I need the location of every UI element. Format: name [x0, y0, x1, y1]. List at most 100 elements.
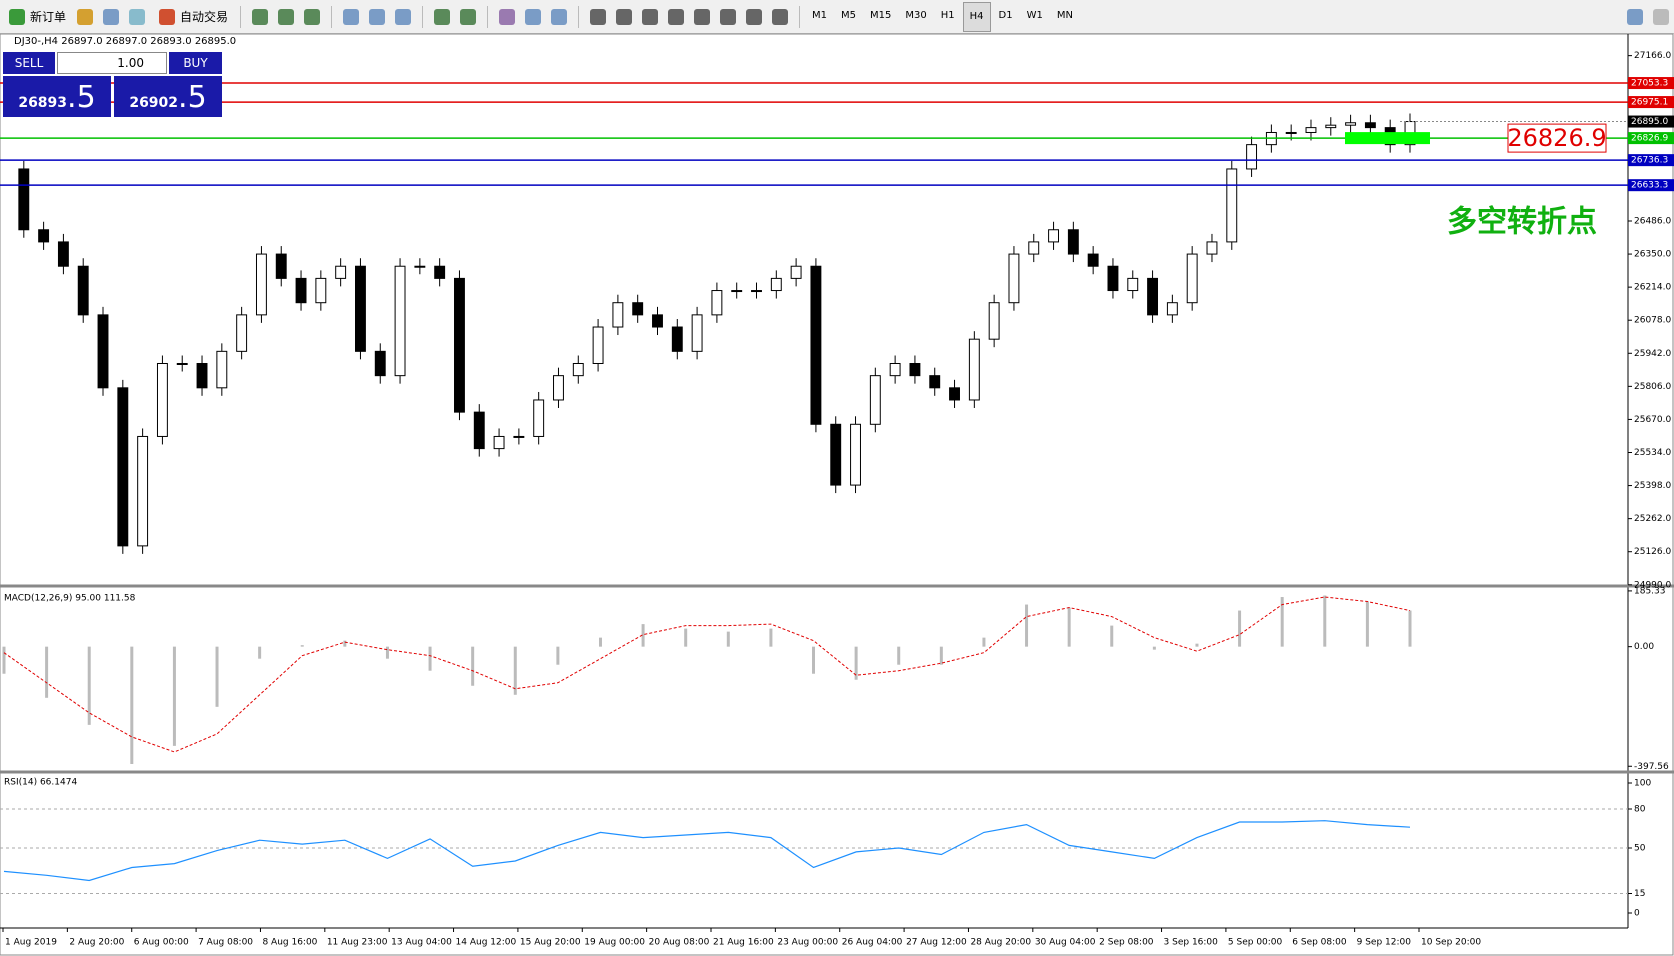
icon[interactable] [460, 8, 477, 25]
candle-body [1246, 144, 1258, 170]
x-tick-label: 20 Aug 08:00 [649, 938, 710, 948]
candle-body [1226, 168, 1238, 243]
candle-body [850, 423, 861, 486]
x-tick-label: 21 Aug 16:00 [713, 938, 774, 948]
candle-body [731, 290, 743, 293]
period-button[interactable]: M1 [812, 10, 828, 21]
buy-price[interactable]: 26902.5 [114, 76, 222, 117]
icon[interactable] [369, 8, 386, 25]
trade-panel: SELL 1.00 BUY 26893.5 26902.5 [3, 52, 222, 117]
candle-body [38, 229, 50, 243]
period-button[interactable]: D1 [998, 10, 1013, 21]
icon[interactable] [551, 8, 568, 25]
icon[interactable] [252, 8, 269, 25]
new-order-button[interactable]: 新订单 [0, 5, 70, 29]
candle-body [355, 265, 366, 352]
icon[interactable] [499, 8, 516, 25]
candle-body [790, 265, 802, 279]
icon[interactable] [343, 8, 360, 25]
separator [578, 5, 580, 28]
icon[interactable] [278, 8, 295, 25]
candle-body [632, 302, 644, 316]
candle-body [137, 435, 149, 547]
y-tick-label: 26486.0 [1634, 216, 1671, 226]
icon[interactable] [642, 8, 659, 25]
candle-body [909, 362, 921, 377]
candle-body [869, 375, 881, 425]
icon[interactable] [77, 8, 94, 25]
icon[interactable] [434, 8, 451, 25]
y-tick-label: 25942.0 [1634, 349, 1671, 359]
candle-body [652, 314, 663, 328]
candle-body [176, 362, 188, 365]
icon[interactable] [668, 8, 685, 25]
candle-body [612, 302, 624, 328]
y-tick-label: 24990.0 [1634, 580, 1671, 590]
button-label: 新订单 [30, 10, 67, 24]
chat-icon[interactable] [1653, 8, 1669, 25]
y-tick-label: 0 [1634, 909, 1640, 919]
y-tick-label: 25670.0 [1634, 415, 1671, 425]
period-button[interactable]: M15 [870, 10, 892, 21]
toolbar: 新订单 自动交易 M1 M5 M15 M30 H1 H4 D1 W1 MN [0, 0, 1674, 34]
buy-price-main: 26902 [129, 95, 179, 111]
icon[interactable] [694, 8, 711, 25]
macd-signal [3, 596, 1411, 753]
icon[interactable] [395, 8, 412, 25]
x-tick-label: 19 Aug 00:00 [584, 938, 645, 948]
period-button[interactable]: H4 [962, 1, 991, 32]
candle-body [889, 362, 901, 377]
x-tick-label: 15 Aug 20:00 [520, 938, 581, 948]
candle-body [1087, 253, 1099, 267]
macd-label: MACD(12,26,9) 95.00 111.58 [4, 594, 136, 604]
icon[interactable] [746, 8, 763, 25]
candle-body [493, 435, 505, 450]
auto-trading-button[interactable]: 自动交易 [150, 5, 232, 29]
candle-body [295, 277, 307, 304]
candle-body [1028, 241, 1040, 255]
candle-body [315, 277, 327, 304]
x-tick-label: 28 Aug 20:00 [970, 938, 1031, 948]
sell-price-pips: .5 [67, 80, 96, 115]
candle-body [374, 350, 386, 377]
separator [422, 5, 424, 28]
icon[interactable] [304, 8, 321, 25]
price-label: 27053.3 [1631, 79, 1668, 89]
icon[interactable] [616, 8, 633, 25]
annotation-box [1507, 123, 1607, 153]
period-button[interactable]: M30 [905, 10, 927, 21]
icon[interactable] [720, 8, 737, 25]
separator [240, 5, 242, 28]
separator [331, 5, 333, 28]
candle-body [830, 423, 842, 486]
sell-button[interactable]: SELL [3, 52, 55, 74]
sell-price[interactable]: 26893.5 [3, 76, 111, 117]
period-button[interactable]: M5 [841, 10, 857, 21]
candle-body [156, 362, 168, 437]
period-button[interactable]: MN [1056, 10, 1073, 21]
candle-body [394, 265, 406, 377]
x-tick-label: 7 Aug 08:00 [198, 938, 253, 948]
icon[interactable] [103, 8, 120, 25]
icon[interactable] [129, 8, 146, 25]
green-zone [1345, 132, 1430, 145]
buy-price-pips: .5 [178, 80, 207, 115]
lot-input[interactable]: 1.00 [57, 52, 167, 74]
button-label: 自动交易 [180, 10, 229, 24]
candle-body [513, 435, 525, 438]
icon[interactable] [590, 8, 607, 25]
search-icon[interactable] [1627, 8, 1643, 25]
period-button[interactable]: W1 [1026, 10, 1043, 21]
icon[interactable] [772, 8, 789, 25]
period-bar: M1 M5 M15 M30 H1 H4 D1 W1 MN [806, 1, 1081, 32]
buy-button[interactable]: BUY [169, 52, 222, 74]
icon[interactable] [525, 8, 542, 25]
separator [799, 5, 801, 28]
price-label-bg [1628, 132, 1674, 145]
candle-body [97, 314, 109, 389]
period-button[interactable]: H1 [940, 10, 955, 21]
candle-body [1305, 127, 1317, 133]
candle-body [275, 253, 287, 279]
candle-body [988, 302, 1000, 340]
x-tick-label: 30 Aug 04:00 [1035, 938, 1096, 948]
